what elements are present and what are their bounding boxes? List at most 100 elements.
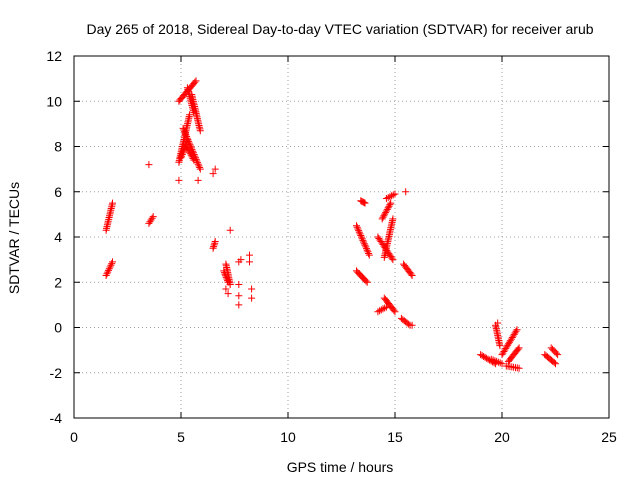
- data-point: [550, 359, 558, 367]
- data-point: [363, 245, 370, 253]
- data-point: [248, 294, 256, 302]
- y-tick-label: 8: [54, 139, 62, 155]
- data-point: [186, 148, 194, 156]
- data-point: [378, 215, 386, 223]
- data-point: [388, 254, 396, 262]
- data-point: [145, 161, 153, 169]
- data-point: [388, 192, 396, 200]
- data-point: [107, 261, 115, 269]
- x-tick-label: 5: [177, 429, 185, 445]
- data-point: [179, 124, 187, 132]
- data-point: [505, 340, 513, 348]
- data-point: [184, 145, 192, 153]
- data-point: [178, 151, 186, 158]
- y-tick-label: 10: [46, 93, 62, 109]
- data-point: [391, 190, 399, 198]
- data-point: [496, 359, 504, 367]
- x-axis-label: GPS time / hours: [287, 459, 394, 475]
- data-point: [183, 133, 191, 140]
- data-point: [108, 260, 116, 268]
- data-point: [384, 194, 392, 202]
- data-point: [175, 176, 183, 184]
- data-point: [494, 319, 502, 327]
- data-point: [106, 263, 114, 271]
- data-point: [179, 147, 187, 155]
- data-point: [363, 246, 371, 254]
- data-point: [554, 351, 562, 359]
- data-point: [210, 243, 218, 251]
- data-point: [515, 344, 523, 352]
- data-point: [194, 159, 201, 167]
- data-point: [496, 342, 504, 350]
- data-point: [405, 320, 413, 328]
- data-point: [408, 321, 416, 329]
- y-tick-label: 4: [54, 229, 62, 245]
- data-point: [246, 251, 253, 259]
- data-point: [222, 285, 230, 293]
- data-point: [102, 272, 110, 279]
- data-point: [365, 250, 373, 257]
- data-point: [196, 165, 204, 173]
- data-point: [480, 353, 488, 360]
- data-point: [478, 352, 486, 360]
- data-point: [235, 301, 243, 309]
- x-tick-label: 15: [387, 429, 403, 445]
- y-tick-label: 6: [54, 184, 62, 200]
- data-point: [498, 360, 506, 368]
- data-point: [248, 285, 256, 293]
- data-point: [515, 364, 523, 372]
- data-point: [105, 266, 112, 274]
- data-point: [389, 191, 397, 199]
- data-point: [103, 270, 111, 278]
- data-point: [387, 199, 395, 207]
- x-tick-label: 0: [70, 429, 78, 445]
- data-point: [181, 129, 189, 137]
- data-point: [226, 226, 234, 234]
- data-point: [224, 290, 232, 298]
- data-point: [381, 304, 389, 312]
- data-point: [380, 212, 388, 220]
- data-point: [382, 195, 390, 202]
- data-point: [407, 270, 415, 278]
- data-point: [189, 155, 197, 162]
- data-point: [389, 215, 397, 223]
- data-point: [379, 305, 387, 313]
- data-point: [487, 355, 495, 363]
- data-point: [178, 152, 186, 160]
- data-point: [184, 136, 192, 144]
- data-point: [148, 214, 156, 222]
- data-point: [357, 232, 365, 239]
- data-point: [390, 306, 398, 314]
- data-point: [109, 258, 116, 266]
- data-point: [379, 213, 387, 221]
- data-point: [362, 277, 370, 285]
- data-point: [493, 357, 501, 365]
- data-point: [235, 292, 243, 300]
- data-point: [194, 160, 202, 168]
- data-point: [187, 151, 195, 159]
- data-point: [193, 157, 201, 165]
- data-point: [385, 202, 393, 210]
- data-point: [513, 326, 521, 334]
- data-point: [402, 188, 410, 196]
- data-point: [183, 134, 191, 142]
- grid-lines: [74, 56, 609, 418]
- data-point: [354, 225, 362, 233]
- data-point: [235, 281, 243, 288]
- data-point: [382, 303, 390, 311]
- y-tick-label: 12: [46, 48, 62, 64]
- data-point: [177, 154, 185, 162]
- data-point: [386, 201, 394, 209]
- data-point: [185, 147, 193, 155]
- data-point: [211, 238, 219, 245]
- data-point: [382, 207, 390, 215]
- chart-title: Day 265 of 2018, Sidereal Day-to-day VTE…: [86, 21, 593, 37]
- data-point: [552, 360, 559, 368]
- axis-ticks: 0 5 10 15 20 25 -4 -2 0 2 4 6 8 10 12: [46, 48, 617, 445]
- y-axis-label: SDTVAR / TECUs: [6, 182, 22, 294]
- data-point: [188, 153, 196, 161]
- data-point: [183, 143, 191, 151]
- y-tick-label: -4: [50, 410, 63, 426]
- data-point: [356, 230, 364, 238]
- data-point: [365, 251, 373, 259]
